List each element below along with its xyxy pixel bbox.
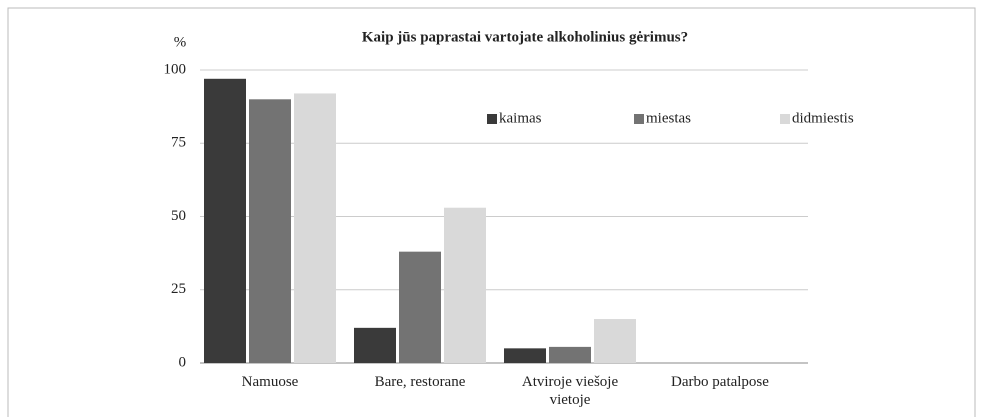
frame (7, 7, 976, 417)
bar (549, 346, 591, 363)
y-tick-label: 50 (171, 208, 186, 224)
x-tick-label: Atviroje viešoje vietoje (522, 374, 619, 408)
y-axis-label: % (174, 34, 187, 50)
bar (594, 319, 636, 363)
bar (354, 327, 396, 363)
legend-label: didmiestis (792, 110, 854, 126)
legend-swatch (487, 114, 497, 124)
x-tick-label: Darbo patalpose (671, 374, 769, 390)
y-tick-label: 25 (171, 281, 186, 297)
legend-swatch (634, 114, 644, 124)
legend-label: miestas (646, 110, 691, 126)
y-tick-label: 75 (171, 135, 186, 151)
y-tick-label: 0 (179, 354, 187, 370)
bar (399, 251, 441, 363)
bar (294, 93, 336, 363)
legend-swatch (780, 114, 790, 124)
bar (444, 207, 486, 363)
bar (204, 78, 246, 363)
bar (249, 99, 291, 364)
chart-title: Kaip jūs paprastai vartojate alkoholiniu… (362, 29, 688, 45)
x-tick-label: Namuose (242, 374, 299, 390)
x-tick-label: Bare, restorane (375, 374, 466, 390)
legend-label: kaimas (499, 110, 542, 126)
y-tick-label: 100 (164, 61, 187, 77)
bar (504, 348, 546, 363)
